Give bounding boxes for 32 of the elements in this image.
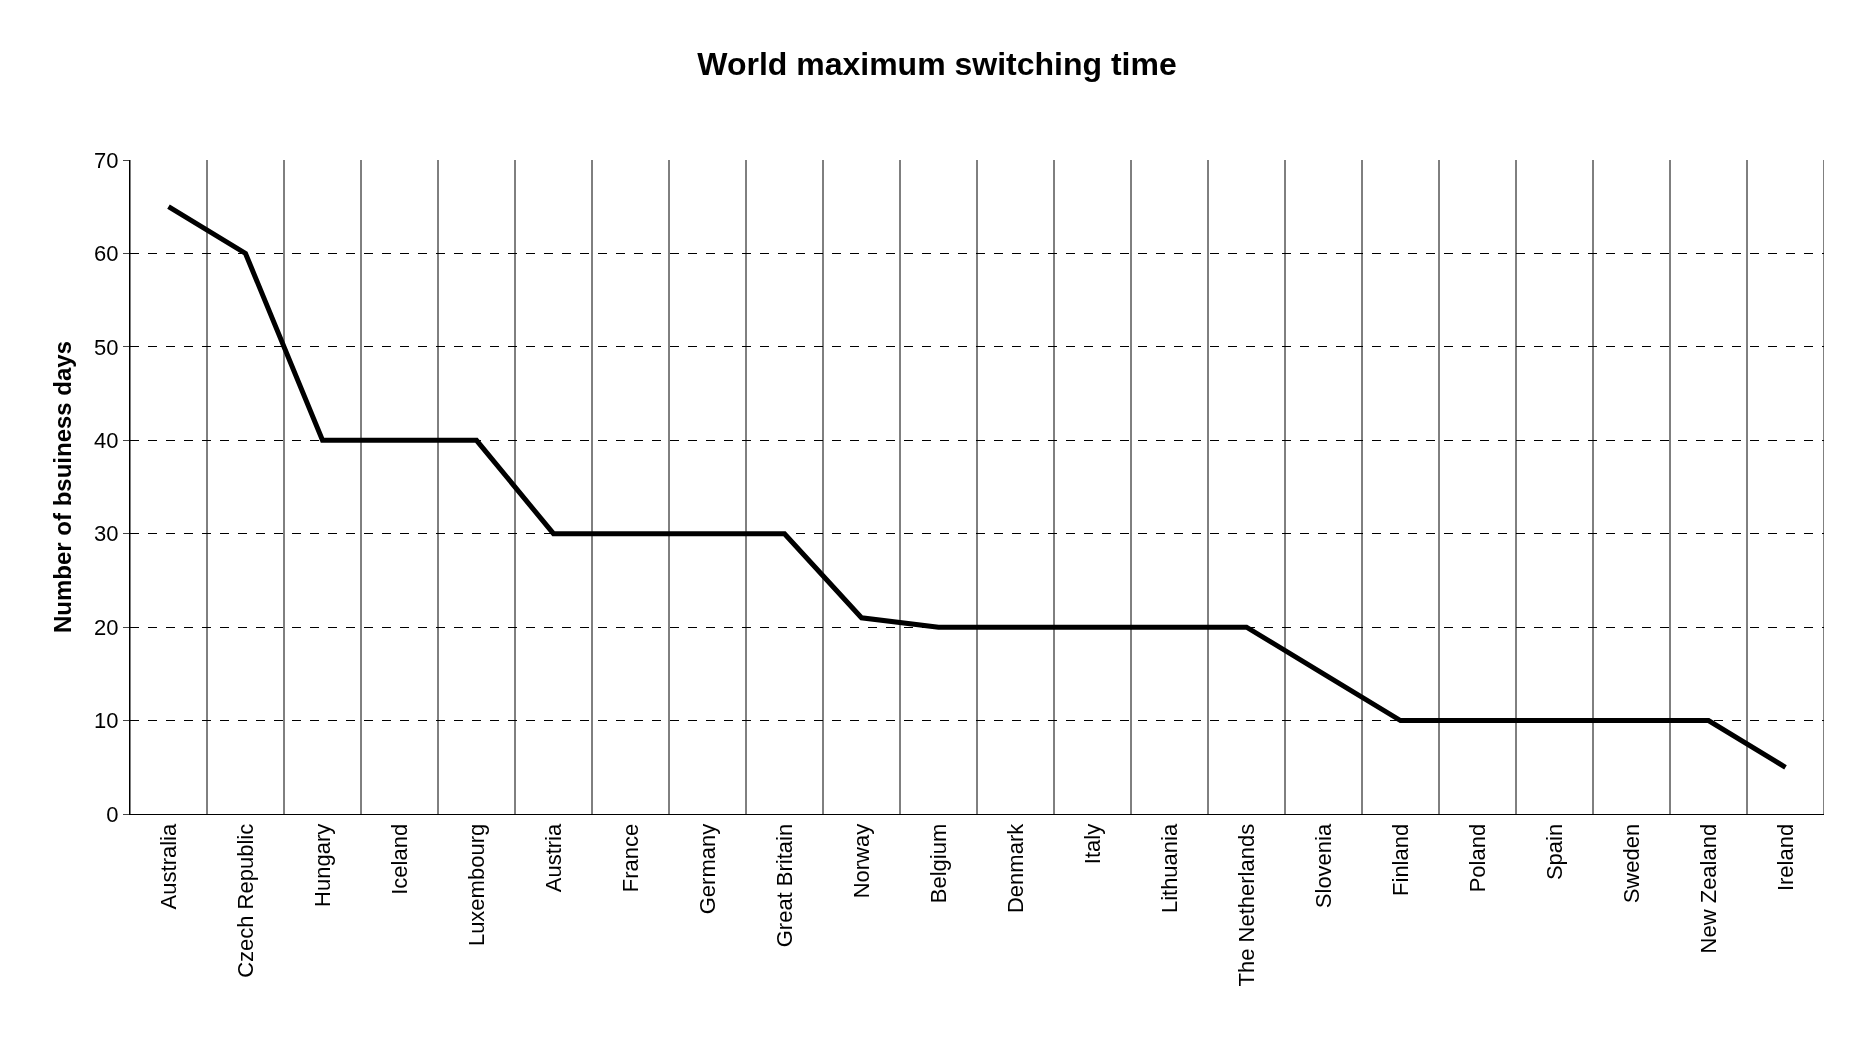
x-tick-label: Denmark: [1002, 822, 1028, 914]
x-tick-label: Hungary: [309, 823, 335, 907]
x-tick-label: Italy: [1079, 823, 1105, 865]
x-tick-label: Poland: [1464, 823, 1490, 893]
x-tick-label: Ireland: [1772, 823, 1798, 892]
x-tick-label: Germany: [694, 823, 720, 915]
y-tick-label: 70: [94, 147, 119, 173]
y-tick-label: 0: [106, 801, 119, 827]
x-tick-label: Spain: [1541, 823, 1567, 881]
x-tick-label: Czech Republic: [232, 823, 258, 978]
x-tick-label: Norway: [848, 823, 874, 899]
x-tick-label: Belgium: [925, 823, 951, 904]
y-tick-label: 60: [94, 241, 119, 267]
x-tick-label: Luxembourg: [463, 823, 489, 947]
y-tick-label: 40: [94, 427, 119, 453]
y-axis-title: Number of bsuiness days: [49, 340, 77, 634]
chart-title: World maximum switching time: [697, 45, 1177, 82]
y-tick-label: 10: [94, 708, 119, 734]
x-tick-label: Australia: [155, 823, 181, 910]
y-tick-label: 50: [94, 334, 119, 360]
x-tick-label: Slovenia: [1310, 823, 1336, 909]
x-tick-label: Sweden: [1618, 823, 1644, 904]
x-tick-label: Iceland: [386, 823, 412, 895]
x-tick-label: The Netherlands: [1233, 823, 1259, 987]
x-tick-label: France: [617, 823, 643, 893]
y-tick-label: 20: [94, 614, 119, 640]
x-tick-label: New Zealand: [1695, 823, 1721, 954]
x-tick-label: Lithuania: [1156, 823, 1182, 914]
x-tick-label: Great Britain: [771, 823, 797, 948]
x-tick-label: Austria: [540, 823, 566, 893]
x-tick-label: Finland: [1387, 823, 1413, 896]
y-tick-label: 30: [94, 521, 119, 547]
